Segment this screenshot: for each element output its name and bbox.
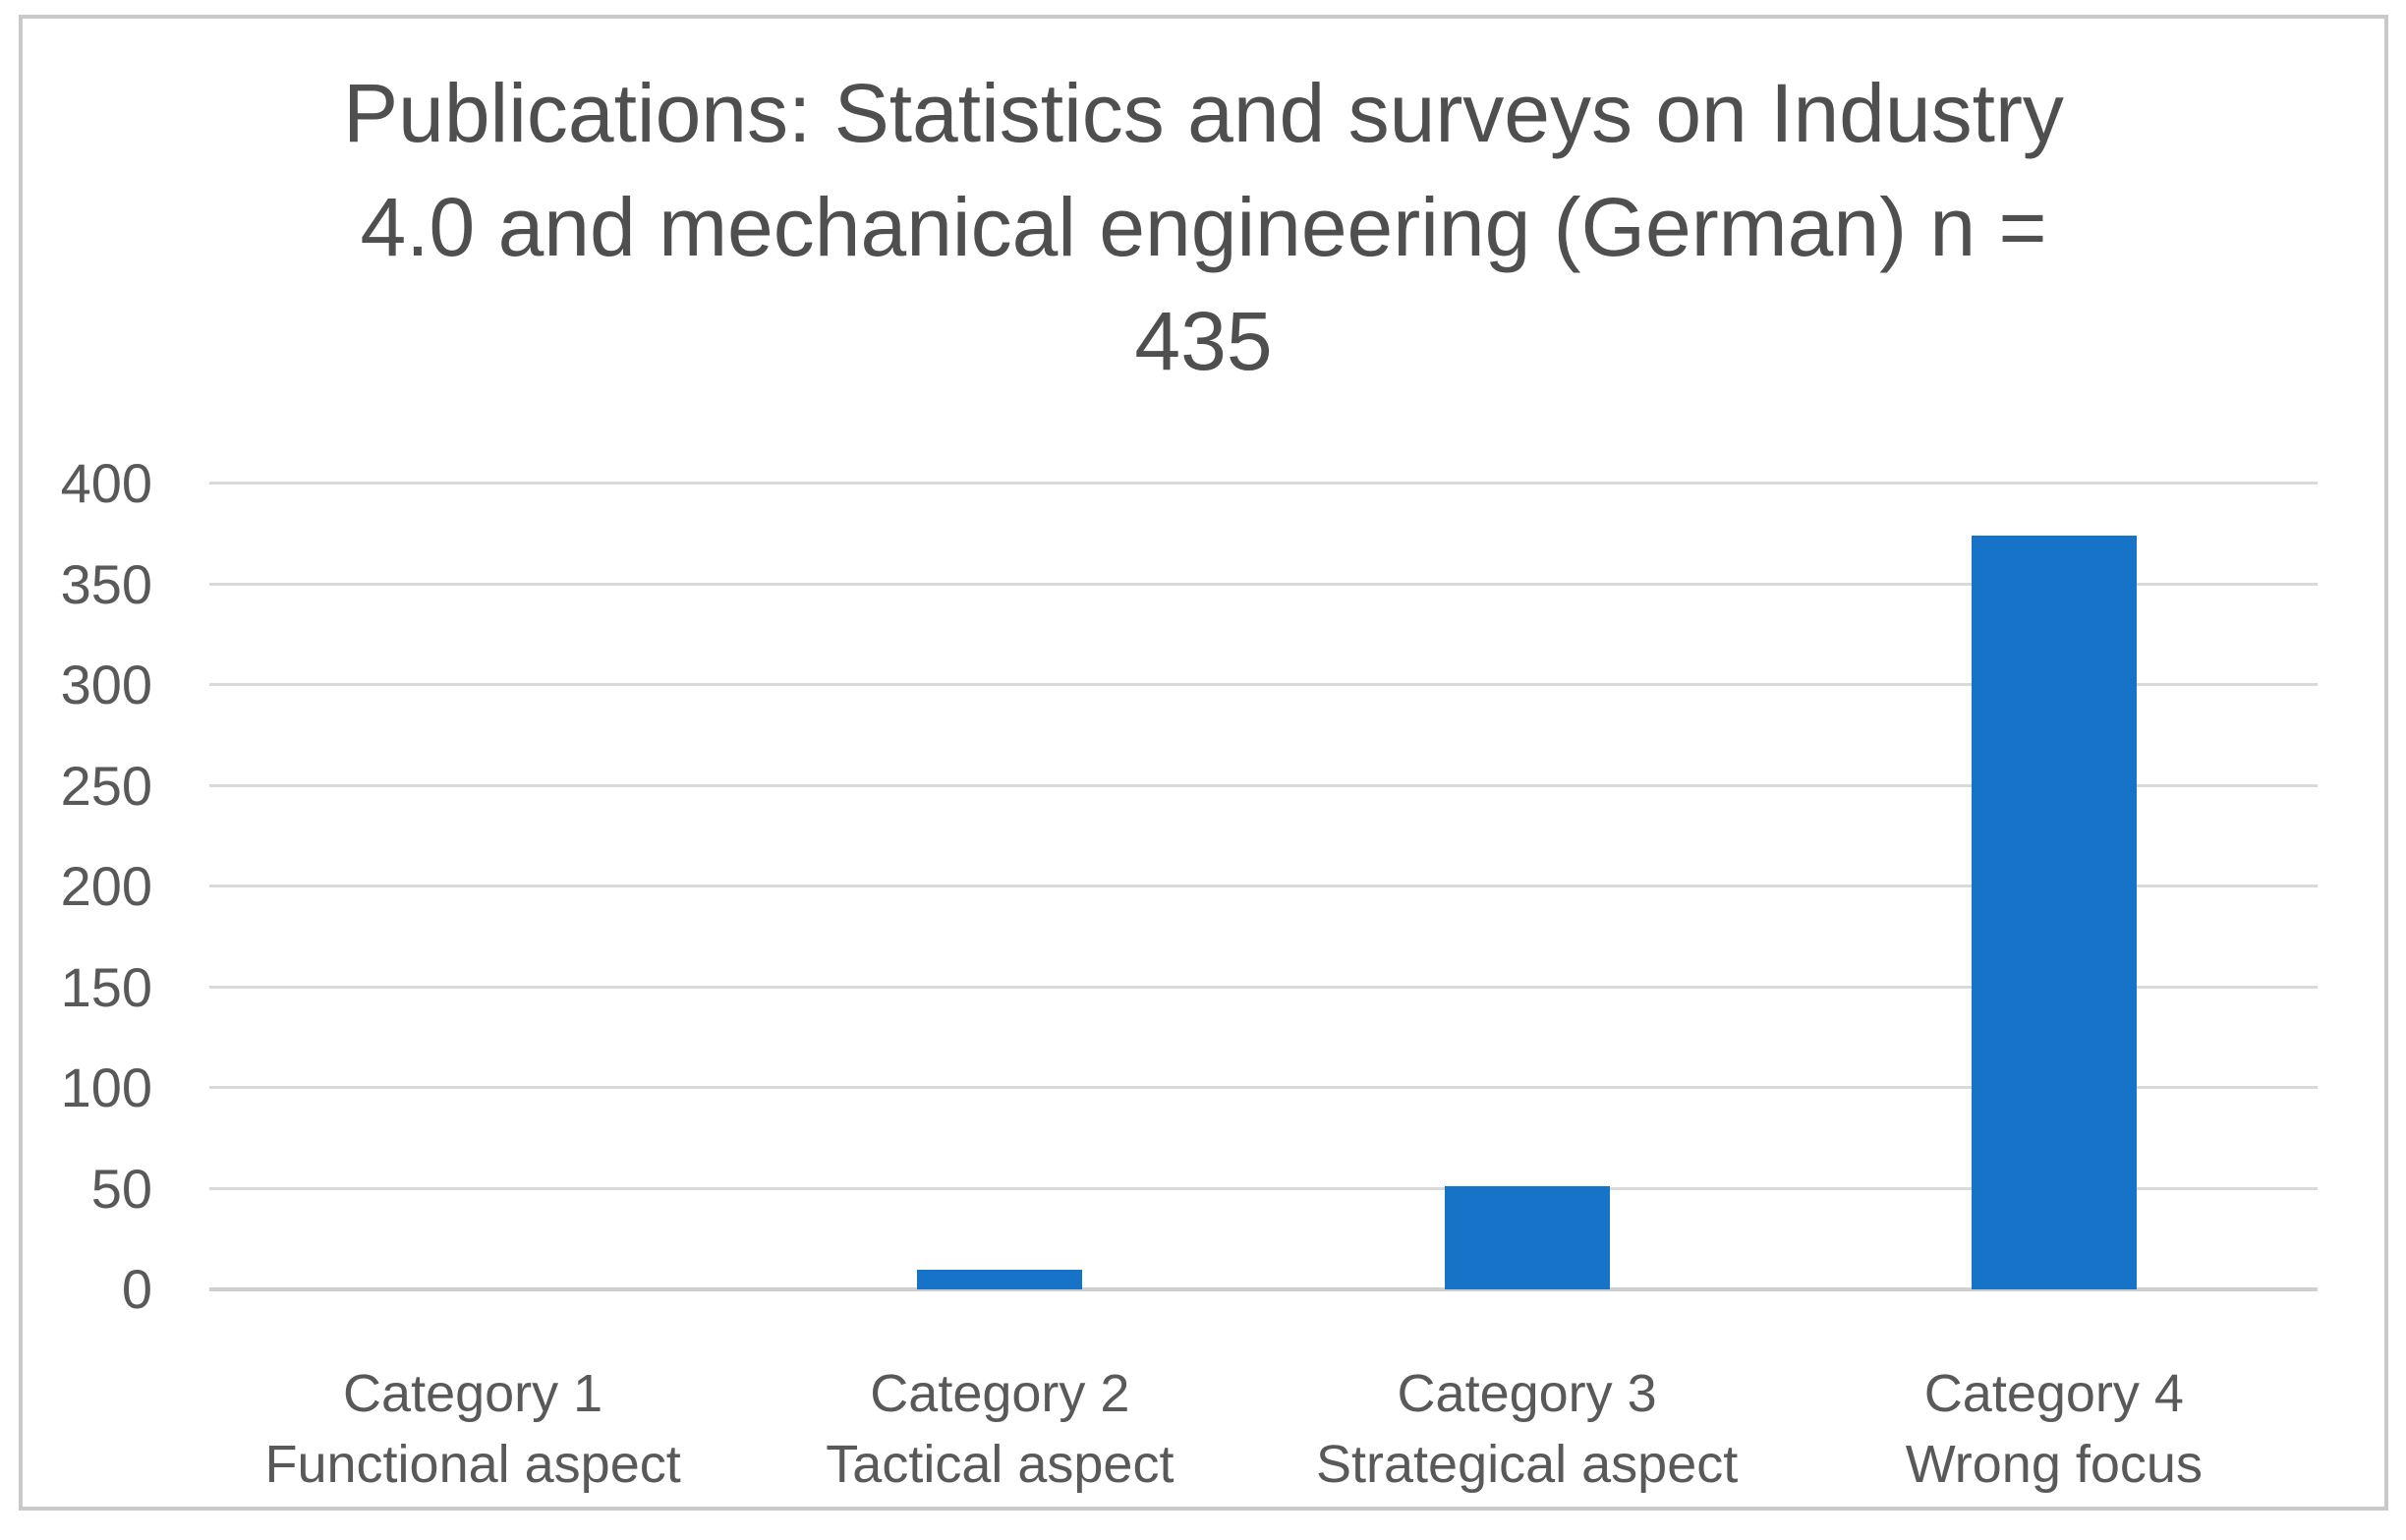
x-category-label-3-line-1: Category 3 xyxy=(1397,1364,1657,1423)
x-category-label-1: Category 1 Functional aspect xyxy=(198,1358,748,1500)
x-category-label-4: Category 4 Wrong focus xyxy=(1779,1358,2329,1500)
gridline-350 xyxy=(209,582,2318,586)
x-category-label-3-line-2: Strategical aspect xyxy=(1316,1435,1739,1494)
x-axis-line xyxy=(209,1287,2318,1291)
gridline-150 xyxy=(209,985,2318,989)
x-category-label-4-line-1: Category 4 xyxy=(1923,1364,2184,1423)
y-tick-label-150: 150 xyxy=(60,955,152,1018)
chart-title-line-2: 4.0 and mechanical engineering (German) … xyxy=(360,181,2047,273)
gridline-200 xyxy=(209,884,2318,887)
chart-title-line-3: 435 xyxy=(1134,295,1273,387)
chart-frame: Publications: Statistics and surveys on … xyxy=(19,15,2388,1511)
y-tick-label-50: 50 xyxy=(90,1157,152,1220)
gridline-50 xyxy=(209,1186,2318,1190)
x-category-label-2-line-2: Tactical aspect xyxy=(826,1435,1174,1494)
plot-area xyxy=(209,482,2318,1291)
x-category-label-2-line-1: Category 2 xyxy=(870,1364,1130,1423)
gridline-100 xyxy=(209,1086,2318,1089)
bar-category-3 xyxy=(1444,1186,1610,1289)
x-category-label-3: Category 3 Strategical aspect xyxy=(1252,1358,1803,1500)
bar-category-4 xyxy=(1971,536,2137,1289)
y-tick-label-0: 0 xyxy=(121,1258,152,1320)
chart-title-line-1: Publications: Statistics and surveys on … xyxy=(343,67,2064,159)
chart-title: Publications: Statistics and surveys on … xyxy=(23,56,2384,398)
x-category-label-1-line-1: Category 1 xyxy=(343,1364,603,1423)
gridline-300 xyxy=(209,683,2318,686)
gridline-250 xyxy=(209,783,2318,787)
gridline-400 xyxy=(209,482,2318,485)
x-category-label-2: Category 2 Tactical aspect xyxy=(724,1358,1275,1500)
y-tick-label-350: 350 xyxy=(60,552,152,615)
y-tick-label-250: 250 xyxy=(60,754,152,817)
y-tick-label-100: 100 xyxy=(60,1056,152,1118)
y-tick-label-300: 300 xyxy=(60,654,152,715)
x-category-label-4-line-2: Wrong focus xyxy=(1905,1435,2203,1494)
y-tick-label-200: 200 xyxy=(60,855,152,917)
bar-category-2 xyxy=(917,1269,1083,1289)
x-category-label-1-line-2: Functional aspect xyxy=(264,1435,681,1494)
y-tick-label-400: 400 xyxy=(60,452,152,514)
